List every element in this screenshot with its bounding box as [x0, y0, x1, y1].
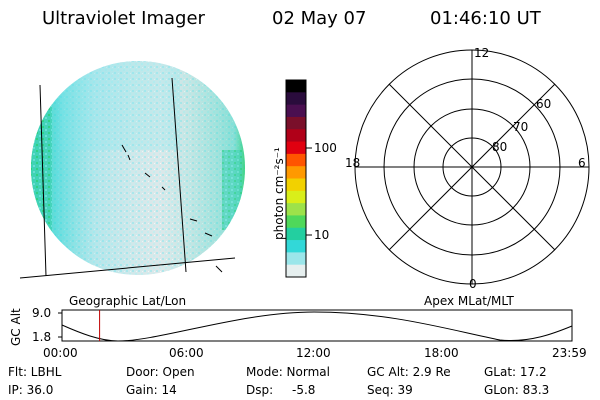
timeline-y-axis-label: GC Alt	[9, 308, 23, 346]
colorbar-segment	[286, 116, 306, 130]
status-glon: GLon: 83.3	[484, 383, 550, 397]
polar-label-18: 18	[345, 156, 361, 170]
colorbar-segment	[286, 166, 306, 179]
colorbar-segment	[286, 129, 306, 143]
polar-label-12: 12	[474, 46, 490, 60]
polar-label-0: 0	[469, 277, 477, 291]
timeline-y-tick-high: 9.0	[32, 306, 52, 320]
timeline-x-tick-4: 23:59	[552, 346, 587, 360]
colorbar-segment	[286, 153, 306, 167]
observation-date: 02 May 07	[272, 8, 367, 29]
observation-time: 01:46:10 UT	[430, 8, 541, 29]
status-dsp-value: -5.8	[292, 383, 316, 397]
colorbar-segment	[286, 190, 306, 204]
altitude-timeline	[58, 309, 573, 342]
status-gain: Gain: 14	[126, 383, 177, 397]
timeline-x-tick-3: 18:00	[424, 346, 459, 360]
colorbar-tick-100-label: 100	[314, 141, 337, 155]
colorbar-segment	[286, 215, 306, 229]
timeline-x-tick-1: 06:00	[169, 346, 204, 360]
timeline-left-label: Geographic Lat/Lon	[69, 294, 187, 308]
polar-label-70: 70	[513, 120, 529, 134]
colorbar-segment	[286, 104, 306, 118]
colorbar-segment	[286, 264, 306, 278]
colorbar-units-label: photon cm⁻²s⁻¹	[272, 147, 286, 240]
colorbar-segment	[286, 240, 306, 253]
colorbar-tick-10-label: 10	[314, 228, 330, 242]
timeline-y-tick-low: 1.8	[32, 330, 52, 344]
status-gc-alt: GC Alt: 2.9 Re	[367, 365, 451, 379]
colorbar	[286, 80, 306, 278]
colorbar-segment	[286, 227, 306, 241]
colorbar-segment	[286, 92, 306, 106]
polar-label-80: 80	[492, 140, 508, 154]
status-seq: Seq: 39	[367, 383, 413, 397]
instrument-title: Ultraviolet Imager	[42, 8, 205, 29]
colorbar-segment	[286, 141, 306, 155]
timeline-x-tick-2: 12:00	[296, 346, 331, 360]
polar-label-6: 6	[578, 156, 586, 170]
polar-label-60: 60	[536, 97, 552, 111]
uv-earth-image	[19, 61, 245, 279]
status-door: Door: Open	[126, 365, 195, 379]
colorbar-segment	[286, 203, 306, 216]
timeline-x-tick-0: 00:00	[43, 346, 78, 360]
timeline-right-label: Apex MLat/MLT	[424, 294, 514, 308]
polar-plot	[354, 49, 590, 285]
status-dsp-label: Dsp:	[246, 383, 274, 397]
colorbar-segment	[286, 252, 306, 266]
status-filter: Flt: LBHL	[8, 365, 62, 379]
status-glat: GLat: 17.2	[484, 365, 547, 379]
status-mode: Mode: Normal	[246, 365, 330, 379]
status-ip: IP: 36.0	[8, 383, 54, 397]
colorbar-frame	[285, 79, 307, 278]
colorbar-segment	[286, 178, 306, 192]
colorbar-segment	[286, 80, 306, 93]
